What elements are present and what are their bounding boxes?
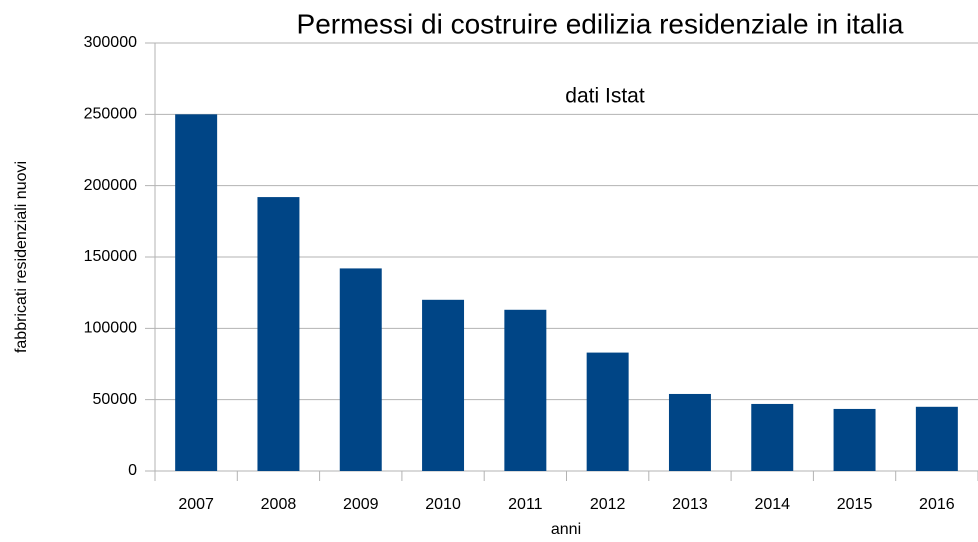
y-tick-label: 50000	[93, 391, 138, 408]
bar	[504, 309, 547, 471]
chart-title: Permessi di costruire edilizia residenzi…	[297, 8, 904, 39]
x-tick-label: 2013	[672, 496, 708, 513]
x-axis-label: anni	[551, 521, 581, 538]
y-tick-label: 0	[128, 462, 137, 479]
bar	[751, 403, 794, 471]
x-tick-label: 2009	[343, 496, 379, 513]
bar	[339, 268, 382, 471]
bar	[422, 299, 465, 471]
bar	[586, 352, 629, 471]
x-tick-label: 2008	[261, 496, 297, 513]
bar	[915, 406, 958, 471]
x-tick-label: 2016	[919, 496, 955, 513]
y-tick-label: 200000	[84, 177, 137, 194]
bar	[257, 197, 300, 471]
chart-subtitle: dati Istat	[565, 85, 645, 108]
x-tick-label: 2007	[178, 496, 214, 513]
bar	[833, 408, 876, 471]
x-tick-label: 2010	[425, 496, 461, 513]
x-tick-label: 2014	[754, 496, 790, 513]
y-tick-label: 300000	[84, 34, 137, 51]
bar	[668, 393, 711, 471]
x-tick-label: 2011	[508, 496, 543, 513]
y-tick-label: 250000	[84, 106, 137, 123]
y-tick-label: 150000	[84, 248, 137, 265]
x-tick-label: 2015	[837, 496, 873, 513]
x-tick-label: 2012	[590, 496, 626, 513]
bar	[175, 114, 218, 471]
y-tick-label: 100000	[84, 320, 137, 337]
y-axis-label: fabbricati residenziali nuovi	[13, 161, 30, 353]
